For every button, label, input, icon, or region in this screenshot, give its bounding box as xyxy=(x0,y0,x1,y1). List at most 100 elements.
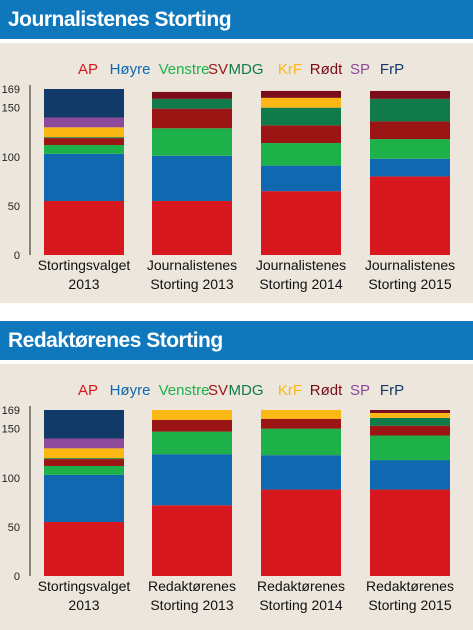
bar-segment-frp-1 xyxy=(44,89,124,118)
bar-segment-rodt-4 xyxy=(370,90,450,99)
bar-segment-ap-3 xyxy=(261,489,341,576)
bar-segment-krf-4 xyxy=(370,412,450,418)
legend-hoyre: Høyre xyxy=(110,382,151,399)
bar-segment-hoyre-3 xyxy=(261,455,341,490)
bar-segment-ap-4 xyxy=(370,489,450,576)
legend-krf: KrF xyxy=(278,382,302,399)
bar-segment-mdg-2 xyxy=(152,98,232,109)
bar-segment-krf-1 xyxy=(44,448,124,459)
bar-segment-hoyre-3 xyxy=(261,165,341,192)
category-label-1-line-1: Stortingsvalget xyxy=(38,257,131,273)
y-tick-50: 50 xyxy=(8,201,20,213)
bar-segment-ap-2 xyxy=(152,200,232,255)
bar-segment-mdg-4 xyxy=(370,98,450,122)
bar-segment-sv-4 xyxy=(370,425,450,436)
bar-segment-ap-2 xyxy=(152,505,232,576)
bar-segment-venstre-3 xyxy=(261,143,341,166)
legend-frp: FrP xyxy=(380,382,404,399)
category-label-4-line-1: Journalistenes xyxy=(365,257,455,273)
bar-segment-krf-3 xyxy=(261,97,341,108)
bar-segment-krf-1 xyxy=(44,127,124,138)
bar-segment-hoyre-1 xyxy=(44,474,124,522)
y-tick-50: 50 xyxy=(8,522,20,534)
category-label-2-line-2: Storting 2013 xyxy=(150,276,233,292)
legend-rodt: Rødt xyxy=(310,61,343,78)
bar-segment-venstre-4 xyxy=(370,139,450,159)
bar-segment-sv-4 xyxy=(370,121,450,140)
journalist-chart-panel: Journalistenes Storting AP Høyre Venstre SV… xyxy=(0,0,473,310)
bar-segment-sv-1 xyxy=(44,459,124,466)
category-label-3-line-2: Storting 2014 xyxy=(259,276,342,292)
bar-segment-ap-4 xyxy=(370,176,450,255)
bar-segment-venstre-4 xyxy=(370,435,450,461)
legend-ap: AP xyxy=(78,382,98,399)
bar-segment-sv-3 xyxy=(261,125,341,144)
legend-ap: AP xyxy=(78,61,98,78)
bar-segment-mdg-1 xyxy=(44,137,124,139)
bar-segment-sv-3 xyxy=(261,418,341,429)
editor-chart-title: Redaktørenes Storting xyxy=(0,321,473,360)
legend-mdg: MDG xyxy=(229,61,264,78)
bar-segment-rodt-2 xyxy=(152,91,232,99)
legend-venstre: Venstre xyxy=(159,61,210,78)
bar-segment-venstre-2 xyxy=(152,128,232,156)
bar-segment-sv-2 xyxy=(152,419,232,432)
bar-segment-rodt-4 xyxy=(370,410,450,413)
legend-sv: SV xyxy=(208,61,228,78)
journalist-chart-body: AP Høyre Venstre SV MDG KrF Rødt SP FrP 0 50 100 150… xyxy=(0,43,473,303)
legend-sp: SP xyxy=(350,61,370,78)
bar-segment-hoyre-2 xyxy=(152,155,232,201)
bar-segment-venstre-1 xyxy=(44,465,124,475)
bar-segment-venstre-2 xyxy=(152,431,232,455)
category-label-1-line-1: Stortingsvalget xyxy=(38,578,131,594)
y-tick-100: 100 xyxy=(2,473,20,485)
bar-segment-sp-1 xyxy=(44,438,124,449)
legend-frp: FrP xyxy=(380,61,404,78)
category-label-2-line-1: Journalistenes xyxy=(147,257,237,273)
legend-sv: SV xyxy=(208,382,228,399)
legend-rodt: Rødt xyxy=(310,382,343,399)
legend-krf: KrF xyxy=(278,61,302,78)
category-label-1-line-2: 2013 xyxy=(68,597,99,613)
category-label-1-line-2: 2013 xyxy=(68,276,99,292)
category-label-3-line-1: Journalistenes xyxy=(256,257,346,273)
category-label-4-line-2: Storting 2015 xyxy=(368,276,451,292)
editor-chart-panel: Redaktørenes Storting AP Høyre Venstre SV MD… xyxy=(0,321,473,630)
category-label-4-line-1: Redaktørenes xyxy=(366,578,454,594)
bar-segment-hoyre-1 xyxy=(44,153,124,201)
bar-segment-mdg-4 xyxy=(370,417,450,426)
bar-segment-venstre-1 xyxy=(44,144,124,154)
bar-segment-hoyre-4 xyxy=(370,158,450,177)
y-tick-169: 169 xyxy=(2,405,20,417)
category-label-4-line-2: Storting 2015 xyxy=(368,597,451,613)
bar-segment-ap-1 xyxy=(44,521,124,576)
category-label-2-line-2: Storting 2013 xyxy=(150,597,233,613)
legend-hoyre: Høyre xyxy=(110,61,151,78)
bar-segment-hoyre-2 xyxy=(152,454,232,506)
category-label-2-line-1: Redaktørenes xyxy=(148,578,236,594)
bar-segment-ap-3 xyxy=(261,191,341,255)
y-tick-0: 0 xyxy=(14,571,20,583)
bar-segment-venstre-3 xyxy=(261,428,341,456)
bar-segment-mdg-1 xyxy=(44,458,124,460)
legend-venstre: Venstre xyxy=(159,382,210,399)
bar-segment-sv-1 xyxy=(44,138,124,145)
bar-segment-sv-2 xyxy=(152,108,232,129)
bar-segment-frp-1 xyxy=(44,410,124,439)
bar-segment-sp-1 xyxy=(44,117,124,128)
bar-segment-krf-3 xyxy=(261,410,341,419)
y-tick-0: 0 xyxy=(14,250,20,262)
bar-segment-krf-2 xyxy=(152,410,232,420)
journalist-chart-title: Journalistenes Storting xyxy=(0,0,473,39)
y-tick-150: 150 xyxy=(2,424,20,436)
bar-segment-hoyre-4 xyxy=(370,460,450,490)
editor-chart-body: AP Høyre Venstre SV MDG KrF Rødt SP FrP 0 50 100 150… xyxy=(0,364,473,630)
category-label-3-line-1: Redaktørenes xyxy=(257,578,345,594)
category-label-3-line-2: Storting 2014 xyxy=(259,597,342,613)
legend-mdg: MDG xyxy=(229,382,264,399)
bar-segment-rodt-3 xyxy=(261,90,341,98)
y-tick-100: 100 xyxy=(2,152,20,164)
y-tick-150: 150 xyxy=(2,103,20,115)
bar-segment-mdg-3 xyxy=(261,107,341,126)
